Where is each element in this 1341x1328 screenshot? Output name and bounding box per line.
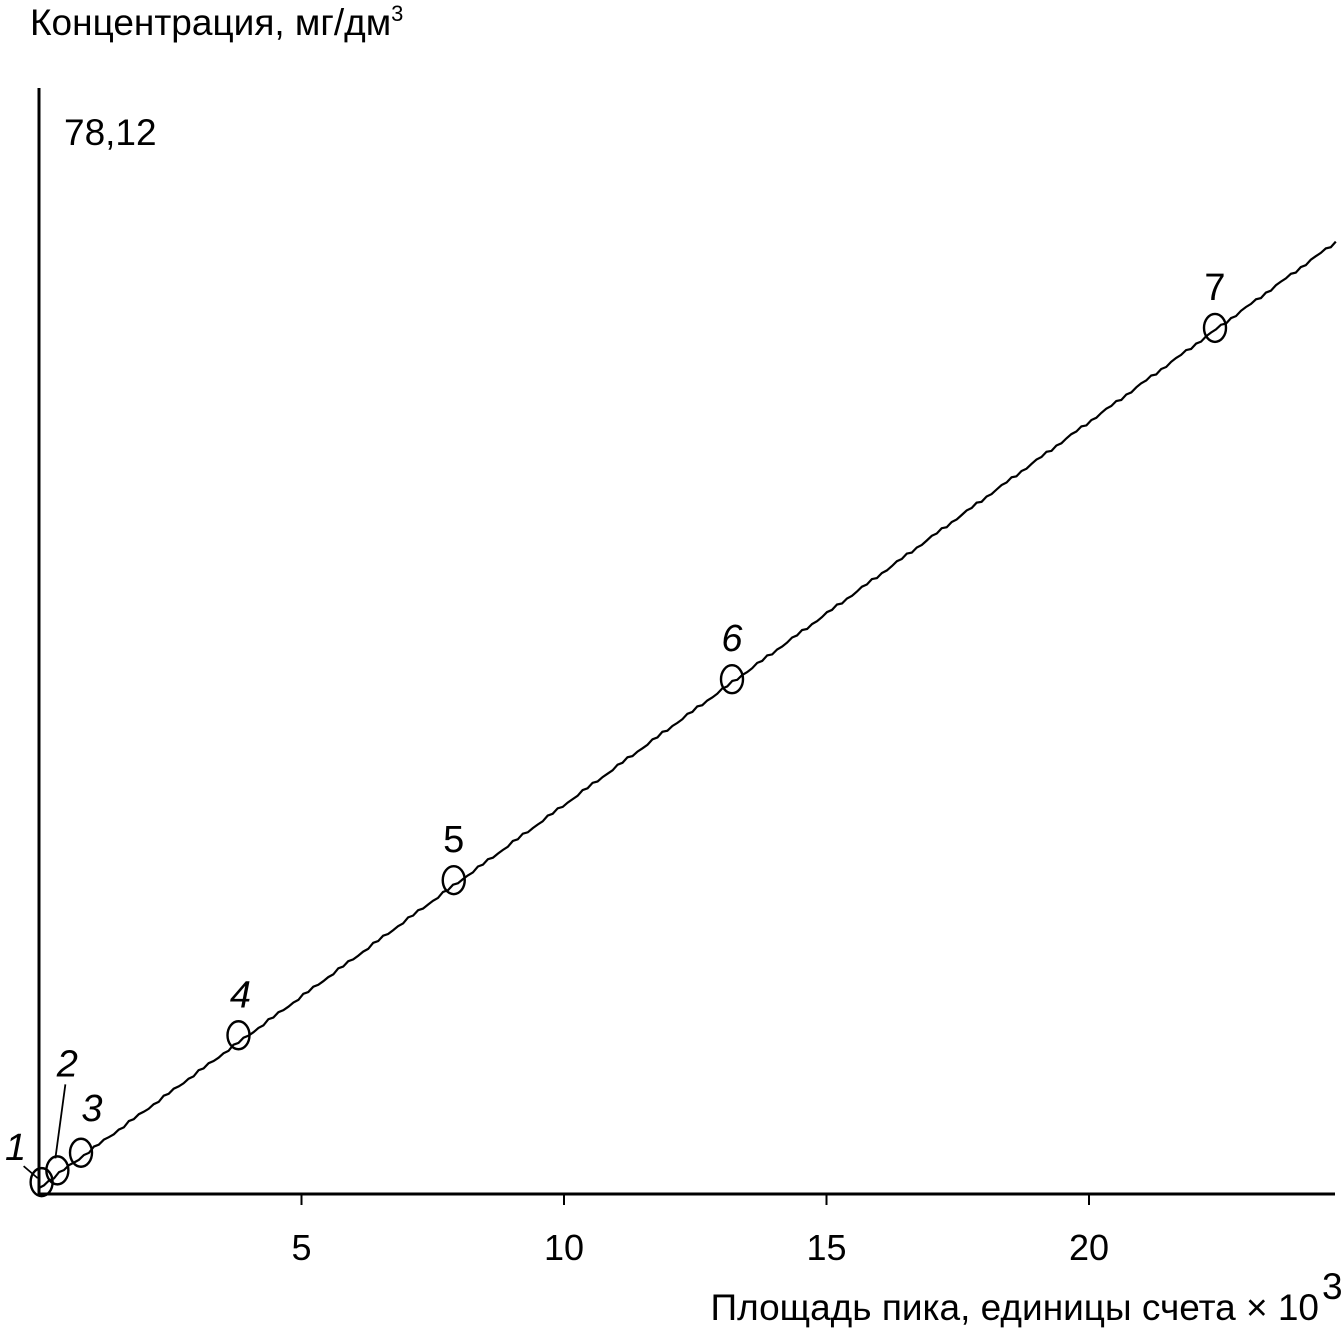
point-label-7: 7	[1204, 267, 1225, 309]
point-label-5: 5	[443, 819, 464, 861]
data-points	[29, 312, 1228, 1198]
point-label-3: 3	[81, 1088, 102, 1130]
fit-line-group	[38, 240, 1337, 1189]
x-axis-title: Площадь пика, единицы счета × 10 3	[710, 1266, 1341, 1328]
fit-line	[38, 240, 1337, 1189]
point-label-4: 4	[230, 974, 251, 1016]
point-labels: 123 4 5 6 7	[5, 267, 1226, 1169]
x-axis-title-superscript: 3	[1322, 1266, 1341, 1307]
point-marker-7	[1202, 312, 1228, 344]
x-tick-label-10: 10	[544, 1227, 584, 1268]
y-axis-title-superscript: 3	[391, 1, 403, 26]
leader-line-1	[23, 1165, 39, 1179]
x-tick-label-5: 5	[291, 1227, 311, 1268]
x-tick-label-20: 20	[1069, 1227, 1109, 1268]
point-label-6: 6	[721, 618, 743, 660]
x-axis-title-text: Площадь пика, единицы счета × 10	[710, 1287, 1319, 1328]
x-tick-label-15: 15	[806, 1227, 846, 1268]
point-marker-4	[226, 1020, 251, 1051]
point-label-1: 1	[5, 1127, 26, 1169]
x-ticks: 5 10 15 20	[291, 1194, 1109, 1268]
point-marker-5	[441, 864, 466, 896]
svg-text:Концентрация, мг/дм3: Концентрация, мг/дм3	[30, 1, 403, 43]
point-marker-6	[719, 664, 745, 695]
svg-text:Площадь пика, единицы счета ×: Площадь пика, единицы счета × 10	[710, 1287, 1319, 1328]
point-marker-1	[29, 1166, 54, 1198]
point-label-2: 2	[56, 1043, 78, 1085]
point-marker-2	[45, 1155, 70, 1186]
leader-line-2	[54, 1084, 67, 1159]
y-axis-title: Концентрация, мг/дм3	[30, 1, 403, 43]
point-marker-3	[68, 1137, 94, 1168]
y-axis-title-text: Концентрация, мг/дм	[30, 2, 391, 43]
leader-lines	[23, 1084, 67, 1179]
y-max-annotation: 78,12	[64, 112, 157, 153]
